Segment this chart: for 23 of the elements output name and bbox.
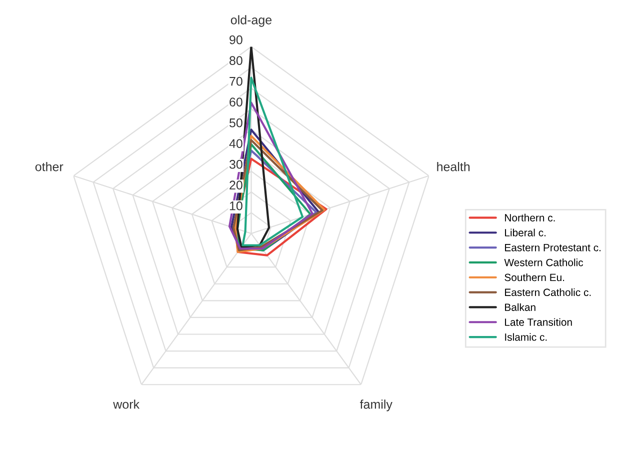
spoke-label: health bbox=[437, 162, 470, 172]
legend-label: Southern Eu. bbox=[504, 273, 564, 282]
y-tick-label: 80 bbox=[230, 56, 242, 65]
legend-label: Balkan bbox=[505, 303, 536, 311]
y-tick-label: 60 bbox=[230, 98, 242, 106]
spoke-label: old-age bbox=[230, 15, 272, 27]
legend-label: Eastern Catholic c. bbox=[505, 288, 591, 296]
y-tick-label: 90 bbox=[230, 35, 242, 44]
legend-label: Late Transition bbox=[505, 318, 572, 326]
spoke-label: work bbox=[113, 400, 140, 409]
legend-label: Liberal c. bbox=[505, 228, 546, 236]
y-tick-label: 50 bbox=[229, 118, 242, 128]
spoke-label: family bbox=[360, 400, 392, 412]
legend-label: Western Catholic bbox=[504, 258, 584, 266]
y-tick-label: 10 bbox=[230, 201, 242, 210]
spoke-label: other bbox=[35, 162, 64, 172]
y-tick-label: 40 bbox=[229, 139, 242, 148]
legend-label: Eastern Protestant c. bbox=[505, 244, 601, 252]
y-tick-label: 20 bbox=[230, 180, 242, 190]
y-tick-label: 30 bbox=[229, 160, 242, 169]
legend-label: Northern c. bbox=[505, 214, 555, 222]
y-tick-label: 70 bbox=[230, 76, 242, 86]
legend-label: Islamic c. bbox=[505, 333, 547, 341]
